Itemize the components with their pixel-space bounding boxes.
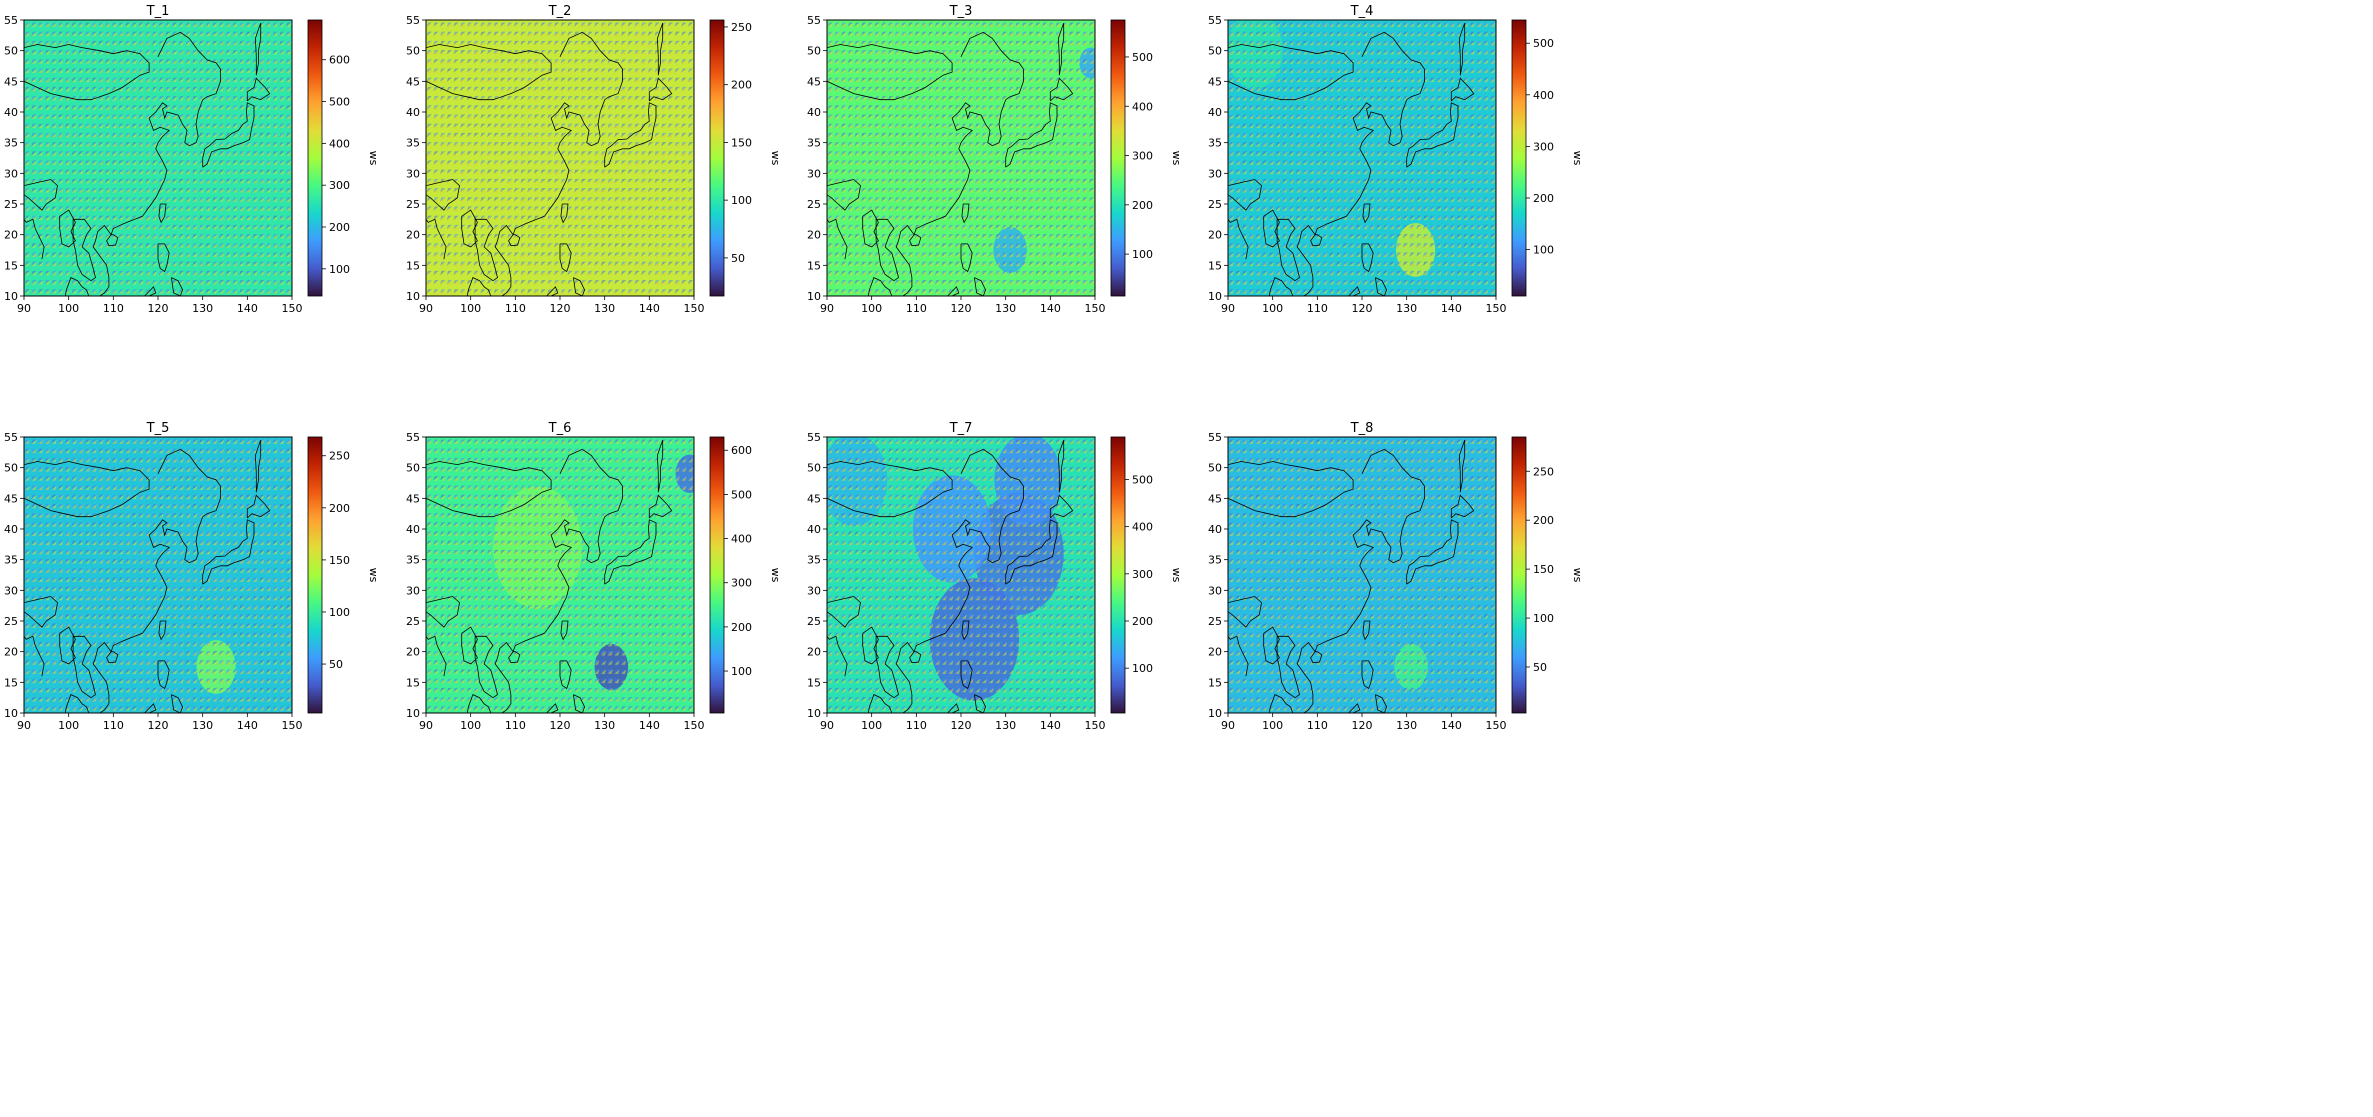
y-tick-label: 30	[4, 167, 18, 180]
x-tick-label: 150	[282, 302, 303, 315]
x-tick-label: 120	[550, 302, 571, 315]
x-tick-label: 100	[460, 302, 481, 315]
y-tick-label: 10	[4, 290, 18, 303]
colorbar-tick-label: 600	[329, 54, 350, 67]
x-tick-label: 140	[237, 302, 258, 315]
colorbar-gradient	[308, 20, 322, 296]
y-tick-label: 35	[406, 137, 420, 150]
colorbar-tick-label: 200	[731, 79, 752, 92]
colorbar-tick-label: 500	[329, 96, 350, 109]
y-tick-label: 40	[4, 106, 18, 119]
x-tick-label: 130	[594, 302, 615, 315]
y-tick-label: 45	[4, 75, 18, 88]
y-tick-label: 55	[406, 14, 420, 27]
plot-area	[827, 20, 1102, 308]
colorbar-tick-label: 300	[329, 179, 350, 192]
x-tick-label: 110	[505, 302, 526, 315]
x-tick-label: 130	[192, 302, 213, 315]
x-tick-label: 140	[639, 302, 660, 315]
colorbar-tick-label: 50	[731, 252, 745, 265]
x-tick-label: 100	[58, 302, 79, 315]
colorbar-tick-label: 200	[329, 221, 350, 234]
y-tick-label: 55	[4, 14, 18, 27]
colorbar-tick-label: 150	[731, 136, 752, 149]
y-tick-label: 35	[4, 137, 18, 150]
y-tick-label: 25	[406, 198, 420, 211]
y-tick-label: 20	[4, 229, 18, 242]
x-tick-label: 150	[684, 302, 705, 315]
colorbar-label: ws	[769, 151, 782, 166]
y-tick-label: 10	[406, 290, 420, 303]
y-tick-label: 45	[406, 75, 420, 88]
panel-title: T_1	[146, 4, 170, 19]
x-tick-label: 110	[103, 302, 124, 315]
y-tick-label: 15	[406, 259, 420, 272]
colorbar-tick-label: 100	[329, 263, 350, 276]
panel-title: T_2	[548, 4, 572, 19]
panel-2: T_2 90 100 110 120 130 140 150 10 15 20 25 30 35 40 45 5…	[406, 4, 782, 315]
colorbar-gradient	[710, 20, 724, 296]
colorbar-tick-label: 100	[731, 194, 752, 207]
x-tick-label: 90	[419, 302, 433, 315]
colorbar-tick-label: 400	[329, 137, 350, 150]
y-tick-label: 50	[4, 45, 18, 58]
colorbar-tick-label: 250	[731, 21, 752, 34]
y-tick-label: 30	[406, 167, 420, 180]
colorbar-label: ws	[367, 151, 380, 166]
y-tick-label: 25	[4, 198, 18, 211]
plot-area	[426, 20, 694, 308]
y-tick-label: 50	[406, 45, 420, 58]
colorbar: 100 200 300 400 500 600 ws	[308, 20, 380, 296]
x-tick-label: 120	[148, 302, 169, 315]
y-tick-label: 20	[406, 229, 420, 242]
y-tick-label: 15	[4, 259, 18, 272]
panel-1: T_1 90 100 110 120 130 140 150 10 15 20 25 30 35 40 45 5…	[4, 4, 380, 315]
colorbar: 50 100 150 200 250 ws	[710, 20, 782, 296]
x-tick-label: 90	[17, 302, 31, 315]
y-tick-label: 40	[406, 106, 420, 119]
plot-area	[24, 20, 292, 308]
